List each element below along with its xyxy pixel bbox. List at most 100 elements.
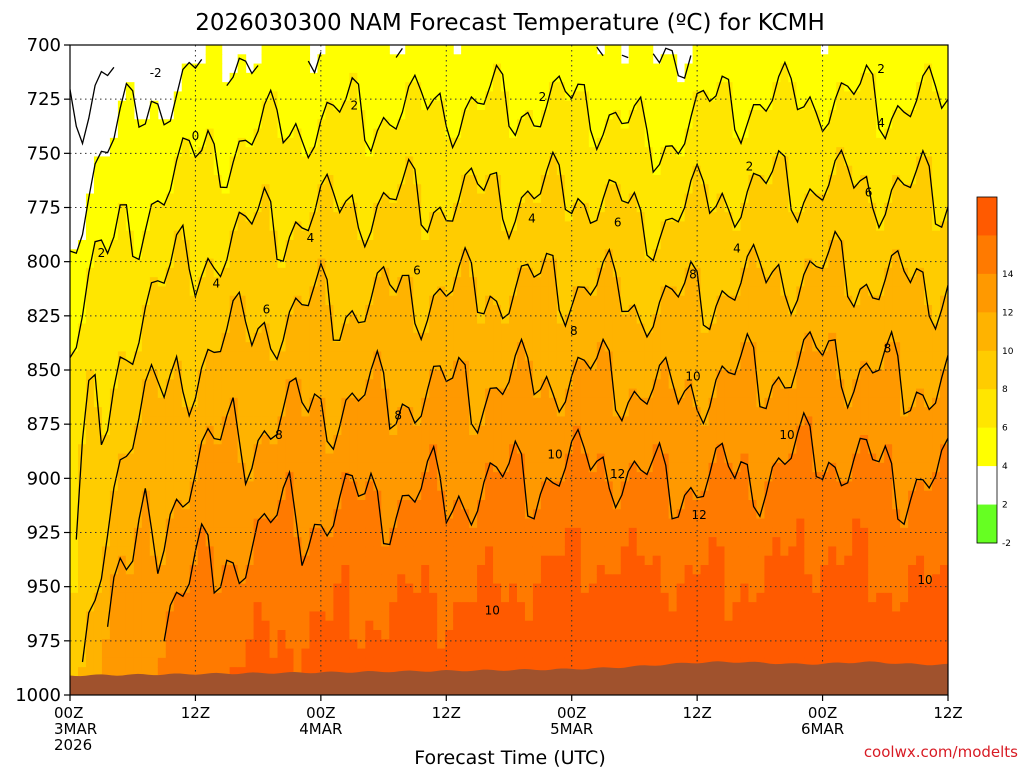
band-cell [277, 453, 287, 464]
band-cell [173, 332, 183, 343]
band-cell [253, 462, 263, 473]
band-cell [636, 407, 646, 418]
band-cell [133, 221, 143, 232]
band-cell [109, 639, 119, 650]
band-cell [341, 45, 350, 55]
band-cell [437, 277, 446, 288]
band-cell [221, 314, 231, 325]
band-cell [205, 481, 215, 492]
band-cell [469, 295, 478, 306]
band-cell [532, 305, 542, 315]
band-cell [349, 82, 358, 93]
band-cell [85, 295, 95, 306]
band-cell [588, 100, 598, 111]
band-cell [389, 72, 398, 83]
band-cell [493, 565, 502, 575]
band-cell [117, 611, 127, 622]
band-cell [413, 592, 422, 603]
band-cell [445, 630, 454, 640]
band-cell [445, 165, 454, 176]
band-cell [261, 295, 271, 306]
band-cell [556, 72, 566, 83]
band-cell [596, 286, 606, 297]
band-cell [509, 657, 518, 668]
band-cell [405, 602, 414, 613]
band-cell [365, 314, 374, 325]
band-cell [524, 555, 534, 566]
band-cell [548, 63, 558, 74]
band-cell [516, 574, 526, 585]
band-cell [157, 370, 167, 380]
band-cell [477, 212, 486, 223]
band-cell [229, 230, 239, 241]
band-cell [572, 574, 582, 585]
band-cell [453, 221, 462, 232]
band-cell [261, 574, 271, 585]
band-cell [213, 490, 223, 501]
band-cell [221, 305, 231, 315]
band-cell [485, 518, 494, 529]
band-cell [501, 147, 510, 158]
band-cell [373, 583, 382, 594]
band-cell [501, 342, 510, 353]
band-cell [501, 323, 510, 334]
band-cell [277, 397, 287, 408]
band-cell [588, 518, 598, 529]
band-cell [485, 639, 494, 650]
band-cell [293, 360, 303, 371]
band-cell [501, 453, 510, 464]
band-cell [389, 407, 398, 418]
band-cell [644, 147, 654, 158]
band-cell [317, 63, 327, 74]
band-cell [229, 100, 239, 111]
band-cell [437, 249, 446, 260]
band-cell [213, 351, 223, 362]
band-cell [77, 555, 87, 566]
band-cell [429, 332, 438, 343]
band-cell [429, 657, 438, 668]
band-cell [125, 267, 135, 278]
band-cell [445, 351, 454, 362]
band-cell [269, 212, 279, 223]
band-cell [93, 379, 103, 390]
band-cell [596, 602, 606, 613]
band-cell [309, 620, 319, 631]
band-cell [381, 592, 390, 603]
band-cell [357, 416, 366, 427]
band-cell [628, 267, 638, 278]
band-cell [149, 258, 159, 269]
band-cell [85, 267, 95, 278]
band-cell [77, 249, 87, 260]
band-cell [437, 100, 446, 111]
band-cell [437, 128, 446, 139]
band-cell [596, 119, 606, 130]
band-cell [205, 500, 215, 510]
band-cell [293, 128, 303, 139]
band-cell [437, 379, 446, 390]
band-cell [109, 267, 119, 278]
band-cell [357, 472, 366, 483]
band-cell [628, 119, 638, 130]
band-cell [540, 45, 550, 55]
band-cell [117, 397, 127, 408]
band-cell [421, 397, 430, 408]
band-cell [237, 583, 247, 594]
band-cell [333, 360, 342, 371]
band-cell [269, 184, 279, 195]
band-cell [85, 397, 95, 408]
band-cell [453, 286, 462, 297]
band-cell [309, 212, 319, 223]
band-cell [405, 453, 414, 464]
band-cell [453, 527, 462, 538]
band-cell [421, 230, 430, 241]
band-cell [461, 490, 470, 501]
band-cell [253, 444, 263, 455]
band-cell [524, 323, 534, 334]
band-cell [381, 397, 390, 408]
band-cell [133, 620, 143, 631]
band-cell [157, 657, 167, 668]
band-cell [165, 611, 175, 622]
band-cell [628, 453, 638, 464]
band-cell [397, 435, 406, 445]
band-cell [588, 657, 598, 668]
